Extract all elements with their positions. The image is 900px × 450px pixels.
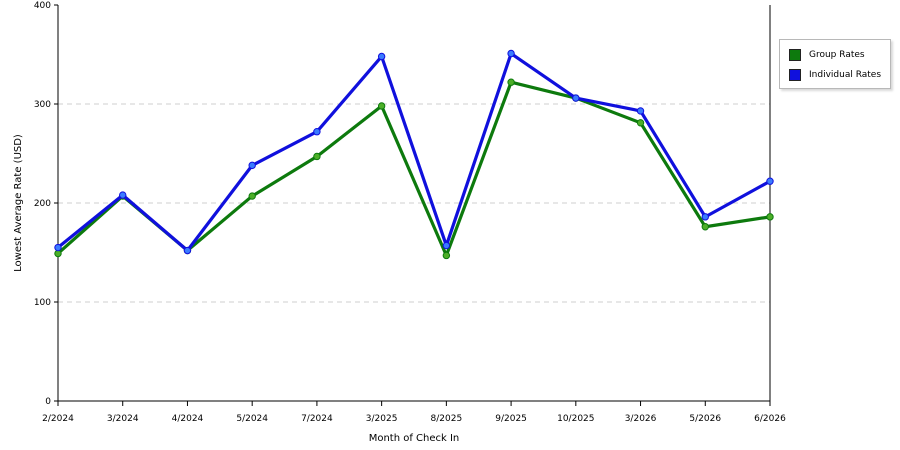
y-tick-label: 300: [34, 100, 51, 110]
axis-ticks: 0 100 200 300 400 2/2024 3/2024 4/2024 5/2024 7/2…: [34, 1, 786, 424]
x-tick-label: 5/2024: [236, 414, 268, 424]
legend-label-individual-rates: Individual Rates: [809, 70, 882, 80]
x-tick-label: 3/2024: [107, 414, 139, 424]
data-point-group-rates: [701, 223, 709, 231]
x-tick-label: 3/2026: [625, 414, 657, 424]
x-tick-label: 5/2026: [689, 414, 721, 424]
x-tick-label: 9/2025: [495, 414, 527, 424]
data-point-individual-rates: [54, 243, 62, 252]
data-point-individual-rates: [377, 52, 386, 61]
data-point-group-rates: [248, 192, 256, 200]
data-point-group-rates: [636, 119, 645, 127]
x-tick-label: 10/2025: [557, 414, 594, 424]
y-tick-label: 0: [45, 397, 51, 407]
data-point-group-rates: [766, 213, 774, 221]
data-point-group-rates: [377, 102, 386, 110]
legend-item-individual-rates: Individual Rates: [789, 68, 881, 82]
legend-item-group-rates: Group Rates: [789, 48, 865, 62]
data-point-group-rates: [442, 251, 451, 260]
legend-label-group-rates: Group Rates: [809, 50, 865, 60]
legend-swatch-individual-rates: [789, 69, 801, 81]
x-tick-label: 2/2024: [42, 414, 74, 424]
data-point-group-rates: [507, 78, 515, 86]
y-tick-label: 100: [34, 298, 51, 308]
grid-lines: [58, 103, 770, 303]
x-tick-label: 4/2024: [172, 414, 204, 424]
data-point-individual-rates: [313, 128, 321, 136]
y-axis-title: Lowest Average Rate (USD): [13, 134, 24, 272]
data-point-individual-rates: [636, 107, 645, 115]
y-tick-label: 400: [34, 1, 51, 11]
data-point-individual-rates: [572, 94, 580, 102]
x-tick-label: 6/2026: [754, 414, 786, 424]
data-point-individual-rates: [183, 246, 192, 255]
data-point-individual-rates: [119, 191, 127, 199]
chart-legend: Group Rates Individual Rates: [779, 39, 891, 89]
data-point-individual-rates: [442, 241, 451, 250]
data-point-individual-rates: [701, 213, 709, 221]
series-line-individual-rates: [56, 51, 771, 253]
data-point-individual-rates: [507, 49, 515, 58]
x-tick-label: 7/2024: [301, 414, 333, 424]
data-point-group-rates: [313, 152, 321, 161]
data-point-individual-rates: [248, 161, 256, 170]
y-tick-label: 200: [34, 199, 51, 209]
data-point-individual-rates: [766, 177, 774, 185]
x-tick-label: 8/2025: [431, 414, 463, 424]
x-axis-title: Month of Check In: [369, 433, 460, 444]
legend-swatch-group-rates: [789, 49, 801, 61]
x-tick-label: 3/2025: [366, 414, 398, 424]
series-lines: [54, 49, 774, 260]
